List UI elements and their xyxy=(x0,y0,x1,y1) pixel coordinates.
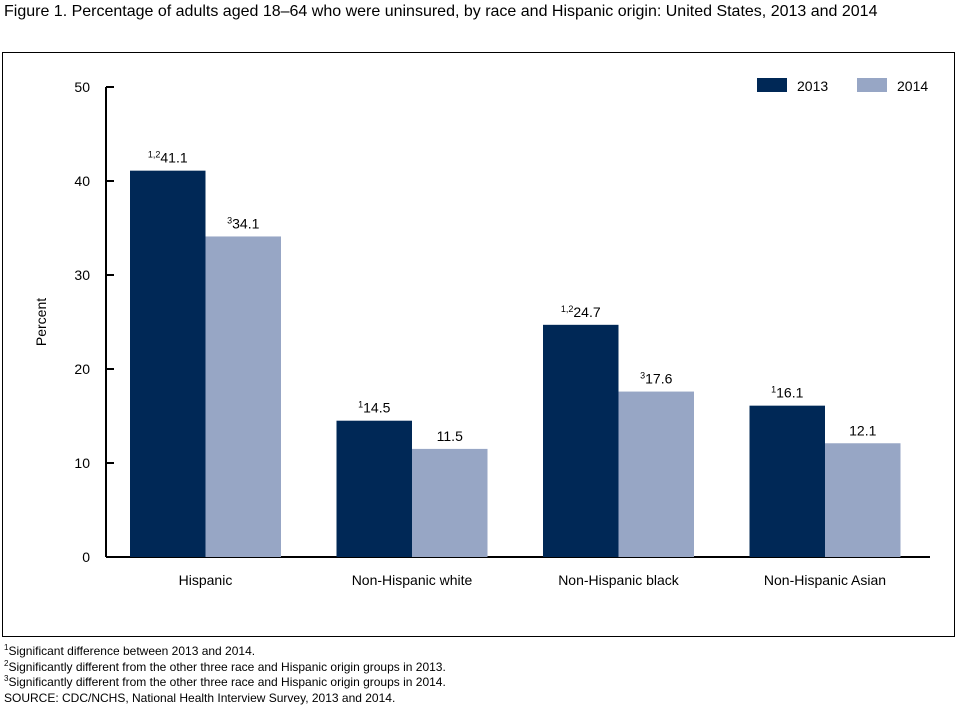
category-label: Hispanic xyxy=(179,572,233,588)
bar-2014 xyxy=(618,391,694,557)
bar-2013 xyxy=(749,405,825,557)
footnote-3: 3Significantly different from the other … xyxy=(4,674,446,690)
source-note: SOURCE: CDC/NCHS, National Health Interv… xyxy=(4,690,396,705)
data-label: 334.1 xyxy=(227,215,259,231)
bar-2013 xyxy=(130,170,206,557)
data-label: 317.6 xyxy=(640,371,672,387)
y-tick-label: 0 xyxy=(82,549,90,565)
y-tick-label: 20 xyxy=(74,361,90,377)
y-tick-label: 10 xyxy=(74,455,90,471)
y-tick-label: 40 xyxy=(74,173,90,189)
legend-swatch-2013 xyxy=(757,78,787,92)
bar-2014 xyxy=(412,448,488,557)
category-label: Non-Hispanic black xyxy=(558,572,680,588)
chart-frame xyxy=(2,52,955,637)
category-label: Non-Hispanic white xyxy=(352,572,473,588)
legend-label: 2013 xyxy=(797,78,828,94)
footnote-1: 1Significant difference between 2013 and… xyxy=(4,643,256,659)
footnotes: 1Significant difference between 2013 and… xyxy=(4,644,446,706)
y-tick-label: 50 xyxy=(74,79,90,95)
legend-label: 2014 xyxy=(897,78,928,94)
bar-2014 xyxy=(825,443,901,557)
chart-title: Figure 1. Percentage of adults aged 18–6… xyxy=(4,3,878,20)
data-label: 12.1 xyxy=(849,422,876,438)
bar-2013 xyxy=(336,420,412,557)
footnote-2: 2Significantly different from the other … xyxy=(4,658,446,674)
y-tick-label: 30 xyxy=(74,267,90,283)
category-label: Non-Hispanic Asian xyxy=(764,572,886,588)
y-axis-label: Percent xyxy=(33,298,49,346)
data-label: 11.5 xyxy=(437,428,463,444)
data-label: 1,241.1 xyxy=(148,150,188,166)
data-label: 116.1 xyxy=(771,385,803,401)
bar-2013 xyxy=(543,324,619,557)
legend-swatch-2014 xyxy=(857,78,887,92)
data-label: 114.5 xyxy=(358,400,390,416)
data-label: 1,224.7 xyxy=(561,304,601,320)
bar-2014 xyxy=(205,236,281,557)
